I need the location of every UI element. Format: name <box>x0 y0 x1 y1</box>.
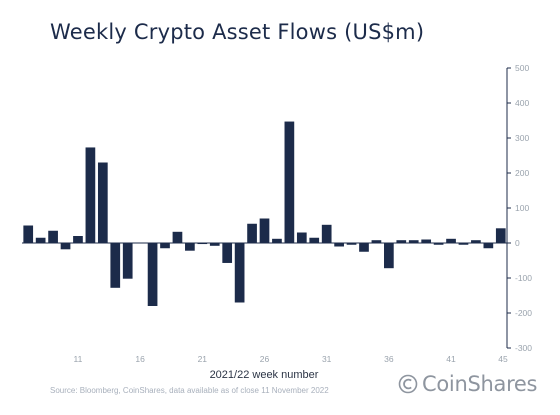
y-tick-label: 400 <box>515 98 529 108</box>
bar-week-44 <box>483 243 494 249</box>
x-tick-label: 21 <box>198 354 208 364</box>
bar-week-23 <box>222 243 233 263</box>
bar-week-31 <box>321 224 332 243</box>
y-tick-label: -300 <box>515 343 532 353</box>
bar-week-12 <box>85 147 96 243</box>
bar-week-28 <box>284 121 295 243</box>
bar-week-39 <box>421 239 432 243</box>
bar-week-22 <box>209 243 220 246</box>
y-tick-label: 0 <box>515 238 520 248</box>
x-tick-label: 11 <box>74 354 83 364</box>
source-note: Source: Bloomberg, CoinShares, data avai… <box>50 386 329 395</box>
bar-week-41 <box>446 238 456 243</box>
bar-week-35 <box>371 240 382 243</box>
x-tick-group: 11 16 21 26 31 36 41 45 <box>74 354 508 364</box>
bar-week-42 <box>458 243 469 245</box>
bar-week-13 <box>97 162 108 243</box>
bar-week-36 <box>384 243 394 269</box>
bar-week-10 <box>60 243 71 250</box>
bar-week-17 <box>147 243 158 306</box>
bar-week-14 <box>110 243 121 288</box>
bar-week-33 <box>346 243 357 245</box>
x-tick-label: 16 <box>135 354 145 364</box>
x-tick-label: 31 <box>322 354 332 364</box>
y-tick-label: 500 <box>515 63 529 73</box>
bar-week-34 <box>359 243 369 252</box>
bar-week-20 <box>185 243 195 251</box>
x-tick-label: 36 <box>384 354 394 364</box>
brand-name: CoinShares <box>422 372 538 396</box>
bar-week-15 <box>122 243 133 279</box>
bar-week-45 <box>495 228 506 243</box>
bar-week-21 <box>197 243 208 245</box>
coinshares-logo-icon <box>398 374 418 394</box>
bar-week-32 <box>334 243 344 247</box>
bar-week-27 <box>272 238 282 243</box>
x-tick-label: 41 <box>446 354 456 364</box>
bar-week-29 <box>296 232 307 243</box>
chart-title: Weekly Crypto Asset Flows (US$m) <box>50 20 425 44</box>
y-tick-label: 200 <box>515 168 529 178</box>
bar-week-40 <box>433 243 444 245</box>
bar-week-43 <box>471 240 481 243</box>
bar-week-30 <box>309 237 320 243</box>
x-axis-label: 2021/22 week number <box>210 369 319 381</box>
x-tick-label: 26 <box>260 354 270 364</box>
bar-week-11 <box>73 236 83 243</box>
y-tick-label: 100 <box>515 203 529 213</box>
bar-week-26 <box>259 218 270 243</box>
bar-week-19 <box>172 231 183 243</box>
y-tick-label: -100 <box>515 273 532 283</box>
bar-week-7 <box>23 225 34 243</box>
y-tick-group: 500 400 300 200 100 0 -100 -200 -300 <box>507 63 532 353</box>
bar-week-38 <box>408 240 419 243</box>
bar-week-25 <box>247 223 257 243</box>
bar-week-8 <box>35 237 46 243</box>
bar-week-37 <box>396 240 407 243</box>
x-tick-label: 45 <box>498 354 508 364</box>
y-tick-label: -200 <box>515 308 532 318</box>
y-tick-label: 300 <box>515 133 529 143</box>
bar-week-18 <box>160 243 170 249</box>
bar-week-24 <box>234 243 245 303</box>
bar-week-9 <box>48 230 58 243</box>
bars-group <box>23 121 506 306</box>
brand-logo: CoinShares <box>398 372 538 396</box>
